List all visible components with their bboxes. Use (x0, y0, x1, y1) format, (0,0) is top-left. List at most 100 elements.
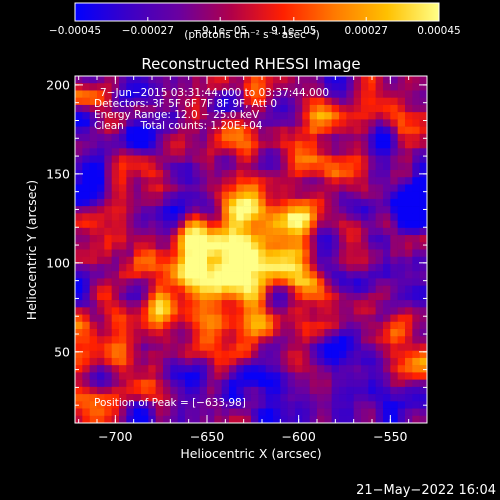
heatmap-cell (310, 416, 318, 424)
heatmap-cell (361, 105, 369, 113)
heatmap-cell (141, 329, 149, 337)
heatmap-cell (368, 329, 376, 337)
heatmap-cell (398, 358, 406, 366)
heatmap-cell (405, 278, 413, 286)
heatmap-cell (178, 278, 186, 286)
heatmap-cell (229, 134, 237, 142)
heatmap-cell (178, 148, 186, 156)
heatmap-cell (170, 177, 178, 185)
heatmap-cell (82, 401, 90, 409)
heatmap-cell (273, 199, 281, 207)
heatmap-cell (178, 329, 186, 337)
heatmap-cell (258, 184, 266, 192)
heatmap-cell (192, 380, 200, 388)
heatmap-cell (288, 221, 296, 229)
heatmap-cell (75, 394, 83, 402)
heatmap-cell (420, 250, 428, 258)
heatmap-cell (398, 351, 406, 359)
heatmap-cell (192, 387, 200, 395)
heatmap-cell (354, 343, 362, 351)
heatmap-cell (185, 271, 193, 279)
heatmap-cell (75, 98, 83, 106)
heatmap-cell (119, 300, 127, 308)
heatmap-cell (192, 163, 200, 171)
heatmap-cell (295, 228, 303, 236)
heatmap-cell (332, 343, 340, 351)
heatmap-cell (236, 206, 244, 214)
heatmap-cell (229, 271, 237, 279)
heatmap-cell (332, 242, 340, 250)
heatmap-cell (156, 409, 164, 417)
heatmap-cell (354, 416, 362, 424)
heatmap-cell (156, 177, 164, 185)
heatmap-cell (273, 315, 281, 323)
heatmap-cell (317, 358, 325, 366)
method-counts-text: Clean Total counts: 1.20E+04 (94, 121, 263, 132)
heatmap-cell (229, 242, 237, 250)
heatmap-cell (324, 192, 332, 200)
heatmap-cell (170, 242, 178, 250)
heatmap-cell (324, 380, 332, 388)
heatmap-cell (405, 286, 413, 294)
heatmap-cell (82, 315, 90, 323)
heatmap-cell (148, 242, 156, 250)
heatmap-cell (112, 148, 120, 156)
heatmap-cell (163, 163, 171, 171)
heatmap-cell (273, 221, 281, 229)
heatmap-cell (236, 409, 244, 417)
heatmap-cell (368, 351, 376, 359)
heatmap-cell (273, 264, 281, 272)
heatmap-cell (317, 134, 325, 142)
heatmap-cell (266, 213, 274, 221)
heatmap-cell (420, 76, 428, 84)
heatmap-cell (104, 134, 112, 142)
heatmap-cell (280, 351, 288, 359)
heatmap-cell (376, 387, 384, 395)
heatmap-cell (368, 163, 376, 171)
heatmap-cell (156, 199, 164, 207)
heatmap-cell (383, 206, 391, 214)
heatmap-cell (332, 365, 340, 373)
heatmap-cell (405, 184, 413, 192)
heatmap-cell (258, 242, 266, 250)
heatmap-cell (214, 76, 222, 84)
heatmap-cell (156, 358, 164, 366)
heatmap-cell (214, 170, 222, 178)
heatmap-cell (75, 228, 83, 236)
heatmap-cell (134, 409, 142, 417)
heatmap-cell (90, 141, 98, 149)
heatmap-cell (390, 365, 398, 373)
heatmap-cell (368, 90, 376, 98)
heatmap-cell (90, 257, 98, 265)
heatmap-cell (420, 141, 428, 149)
heatmap-cell (207, 148, 215, 156)
heatmap-cell (288, 105, 296, 113)
heatmap-cell (273, 387, 281, 395)
heatmap-cell (207, 372, 215, 380)
heatmap-cell (163, 206, 171, 214)
heatmap-cell (302, 177, 310, 185)
heatmap-cell (126, 206, 134, 214)
heatmap-cell (273, 206, 281, 214)
heatmap-cell (75, 112, 83, 120)
heatmap-cell (251, 76, 259, 84)
heatmap-cell (295, 177, 303, 185)
heatmap-cell (207, 307, 215, 315)
heatmap-cell (229, 286, 237, 294)
heatmap-cell (324, 394, 332, 402)
heatmap-cell (273, 119, 281, 127)
heatmap-cell (258, 343, 266, 351)
heatmap-cell (200, 199, 208, 207)
heatmap-cell (126, 235, 134, 243)
heatmap-cell (134, 192, 142, 200)
heatmap-cell (302, 358, 310, 366)
heatmap-cell (361, 134, 369, 142)
heatmap-cell (258, 141, 266, 149)
heatmap-cell (214, 235, 222, 243)
heatmap-cell (288, 315, 296, 323)
heatmap-cell (420, 213, 428, 221)
heatmap-cell (317, 199, 325, 207)
heatmap-cell (156, 293, 164, 301)
heatmap-cell (104, 322, 112, 330)
heatmap-cell (317, 177, 325, 185)
